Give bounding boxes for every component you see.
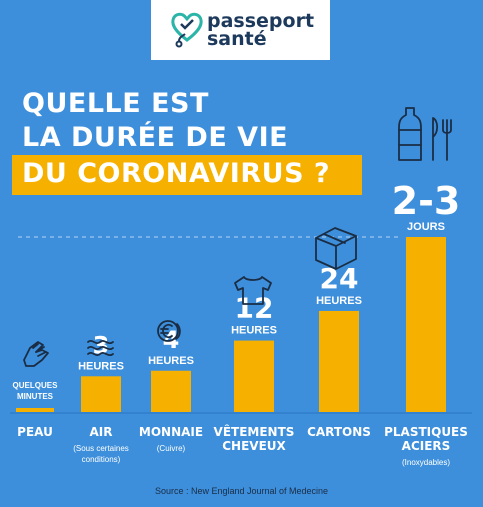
headline-line3: DU CORONAVIRUS ? [12,155,362,195]
bar [81,376,121,412]
category-label: AIR [90,425,113,439]
data-label-value: 3 [93,331,110,359]
tshirt-icon [234,276,272,305]
data-label-value: 2-3 [392,179,461,223]
bar [234,340,274,412]
data-label-unit: QUELQUES [13,381,59,390]
source-credit: Source : New England Journal of Medecine [0,486,483,496]
data-label-unit: HEURES [148,355,194,367]
hands-icon [23,341,49,367]
bar [151,370,191,412]
brand-line2: santé [207,28,267,50]
brand-name: passeport santé [207,10,315,50]
category-label: ACIERS [402,439,451,453]
headline-line2: LA DURÉE DE VIE [22,122,289,153]
category-sublabel: conditions) [82,455,121,464]
source-text: Source : New England Journal of Medecine [154,486,329,496]
bar [319,310,359,412]
headline-line1: QUELLE EST [22,88,209,119]
bar [16,408,54,412]
category-label: CARTONS [307,425,371,439]
data-label-unit: MINUTES [17,392,54,401]
data-label-unit: JOURS [407,221,445,233]
data-label-unit: HEURES [231,325,277,337]
category-label: VÊTEMENTS [214,424,295,439]
category-label: CHEVEUX [222,439,286,453]
brand-logo: passeport santé [151,0,330,60]
category-sublabel: (Cuivre) [157,444,186,453]
category-sublabel: (Sous certaines [73,444,129,453]
category-sublabel: (Inoxydables) [402,458,450,467]
data-label-unit: HEURES [78,360,124,372]
coin-euro-icon [157,320,181,342]
bottle-cutlery-icon [398,107,452,161]
cardboard-box-icon [315,227,357,270]
category-label: PEAU [17,425,53,439]
category-label: PLASTIQUES [384,425,468,439]
data-label-value: 12 [235,292,274,325]
data-label-unit: HEURES [316,295,362,307]
category-label: MONNAIE [139,425,203,439]
bar [406,237,446,412]
air-waves-icon [87,339,114,357]
heart-stethoscope-icon [171,12,203,48]
brand-line1: passeport [207,10,315,32]
